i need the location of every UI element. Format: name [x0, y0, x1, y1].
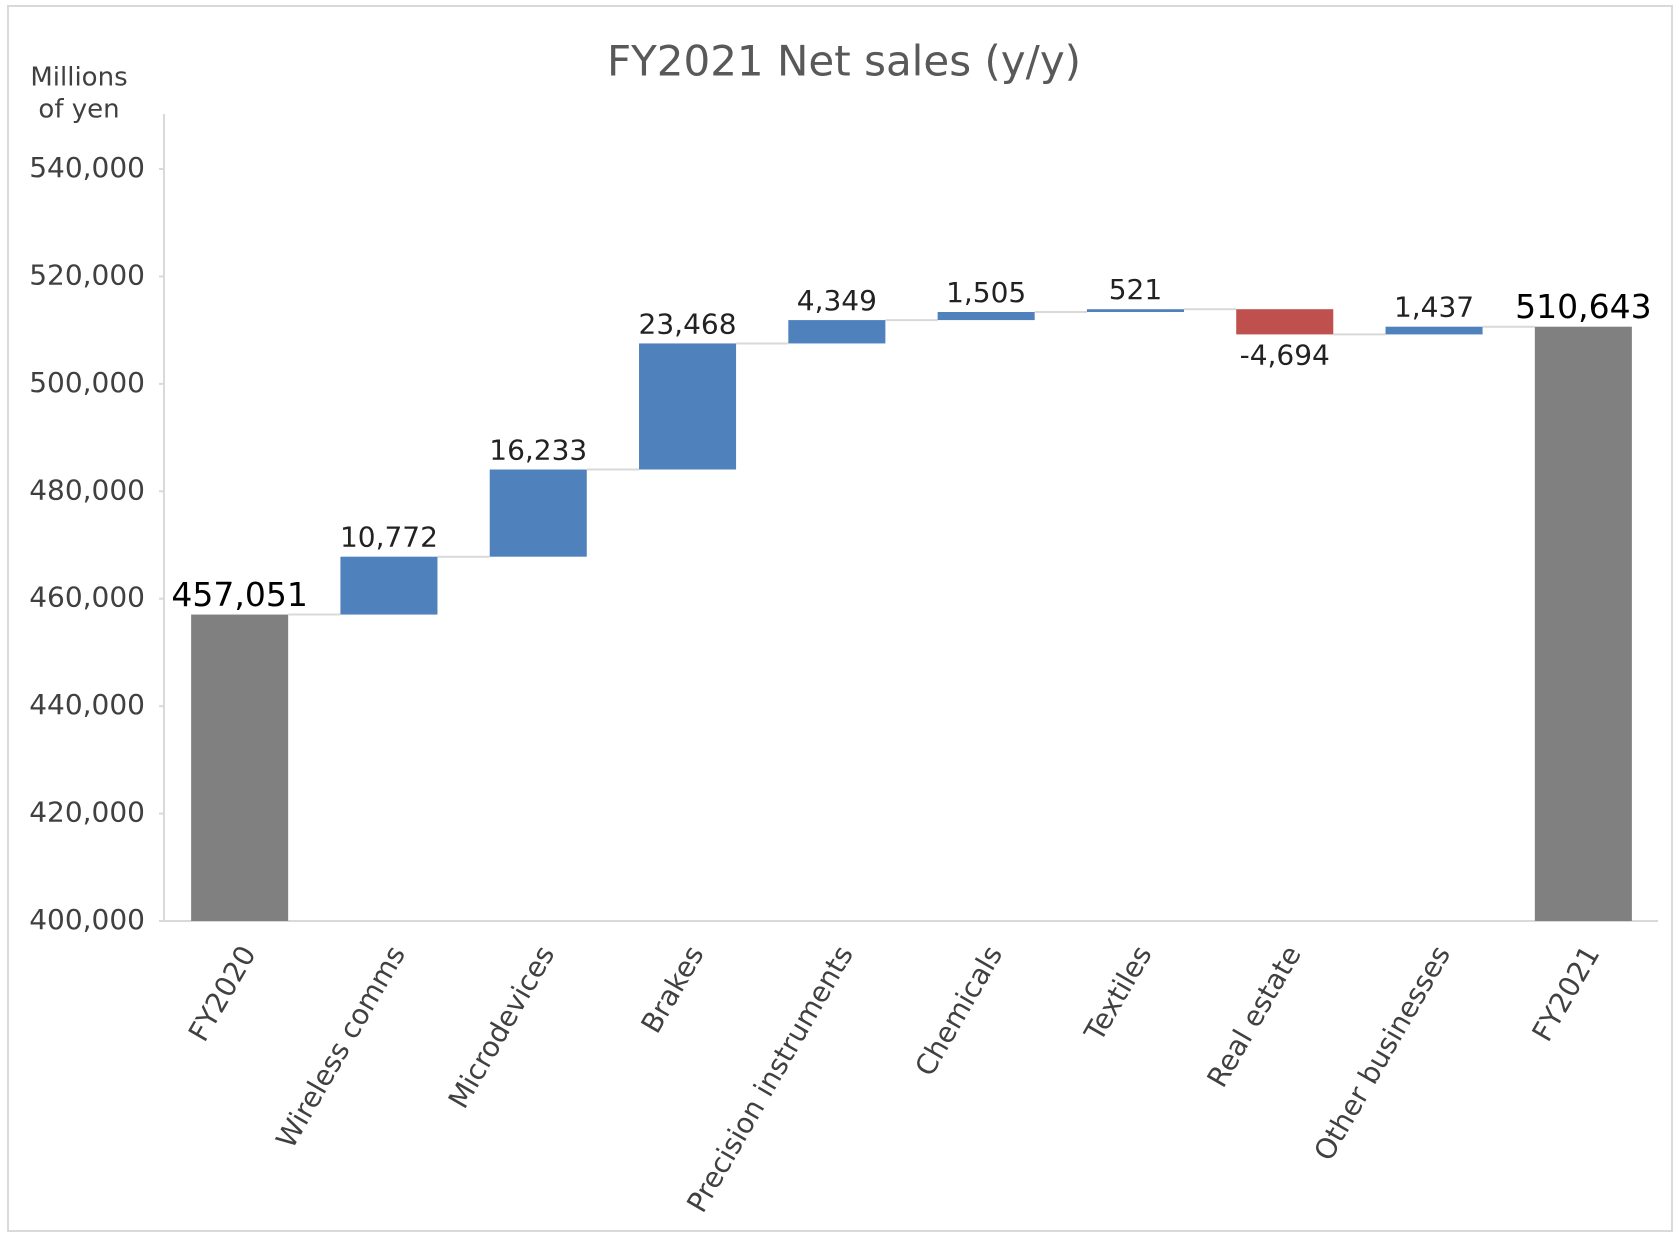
y-tick-label: 440,000 — [29, 688, 145, 721]
bar — [1534, 326, 1632, 921]
y-tick-label: 460,000 — [29, 581, 145, 614]
bar — [191, 614, 289, 921]
y-axis-label: Millions — [30, 63, 127, 93]
y-tick-label: 540,000 — [29, 151, 145, 184]
bar — [937, 311, 1035, 321]
value-label: 4,349 — [797, 284, 877, 317]
value-label: 23,468 — [639, 307, 737, 340]
bar — [489, 469, 587, 557]
bar — [340, 556, 438, 615]
y-tick-label: 400,000 — [29, 903, 145, 936]
bar — [1086, 309, 1184, 312]
y-tick-label: 520,000 — [29, 258, 145, 291]
y-axis-label: of yen — [38, 95, 119, 125]
chart-title: FY2021 Net sales (y/y) — [607, 37, 1081, 86]
bar — [1385, 326, 1483, 335]
bar — [1236, 309, 1334, 335]
value-label: -4,694 — [1240, 338, 1330, 371]
y-tick-label: 480,000 — [29, 473, 145, 506]
value-label: 510,643 — [1515, 287, 1651, 326]
bar — [639, 343, 737, 470]
value-label: 457,051 — [171, 575, 307, 614]
bar — [788, 320, 886, 344]
value-label: 1,505 — [946, 276, 1026, 309]
value-label: 10,772 — [340, 521, 438, 554]
value-label: 521 — [1109, 273, 1162, 306]
value-label: 16,233 — [489, 433, 587, 466]
value-label: 1,437 — [1394, 291, 1474, 324]
y-tick-label: 500,000 — [29, 366, 145, 399]
y-tick-label: 420,000 — [29, 796, 145, 829]
